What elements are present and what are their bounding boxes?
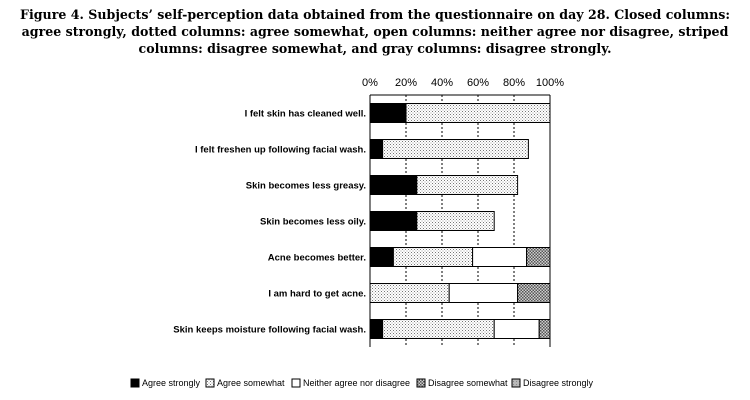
category-label: I am hard to get acne. <box>268 289 366 300</box>
bar-segment <box>369 319 384 339</box>
bar-segment <box>526 247 551 267</box>
category-labels: I felt skin has cleaned well. I felt fres… <box>173 109 366 336</box>
bars-layer <box>369 103 551 339</box>
x-tick-label: 100% <box>536 77 564 89</box>
bar-segment <box>472 247 528 267</box>
x-axis: 0% 20% 40% 60% 80% 100% <box>362 77 564 89</box>
legend-item: Agree strongly <box>130 378 201 388</box>
bar-segment <box>416 175 519 195</box>
x-tick-label: 80% <box>503 77 525 89</box>
category-label: Skin keeps moisture following facial was… <box>173 325 366 336</box>
legend-swatch <box>416 378 426 388</box>
legend-label: Agree strongly <box>142 378 201 388</box>
bar-segment <box>369 283 450 303</box>
bar-segment <box>448 283 519 303</box>
legend-label: Disagree strongly <box>523 378 594 388</box>
bar-segment <box>369 247 394 267</box>
legend-item: Neither agree nor disagree <box>291 378 410 388</box>
bar-segment <box>538 319 551 339</box>
bar-segment <box>369 175 418 195</box>
bar-segment <box>493 319 540 339</box>
legend-swatch <box>205 378 215 388</box>
category-label: Acne becomes better. <box>268 253 366 264</box>
x-tick-label: 20% <box>395 77 417 89</box>
bar-segment <box>416 211 495 231</box>
legend-item: Disagree somewhat <box>416 378 508 388</box>
figure-caption: Figure 4. Subjects’ self-perception data… <box>20 7 730 56</box>
legend: Agree strongly Agree somewhat Neither agre… <box>130 378 594 388</box>
legend-item: Agree somewhat <box>205 378 285 388</box>
bar-segment <box>382 319 495 339</box>
legend-swatch <box>291 378 301 388</box>
legend-item: Disagree strongly <box>511 378 594 388</box>
category-label: Skin becomes less greasy. <box>246 181 366 192</box>
bar-segment <box>369 139 384 159</box>
x-tick-label: 40% <box>431 77 453 89</box>
bar-segment <box>369 103 407 123</box>
category-label: I felt freshen up following facial wash. <box>195 145 366 156</box>
bar-segment <box>392 247 474 267</box>
bar-segment <box>382 139 529 159</box>
legend-label: Neither agree nor disagree <box>303 378 410 388</box>
bar-segment <box>517 283 551 303</box>
x-tick-label: 60% <box>467 77 489 89</box>
bar-segment <box>369 211 418 231</box>
bar-segment <box>405 103 551 123</box>
x-tick-label: 0% <box>362 77 378 89</box>
legend-label: Agree somewhat <box>217 378 285 388</box>
legend-swatch <box>130 378 140 388</box>
category-label: I felt skin has cleaned well. <box>245 109 366 120</box>
legend-swatch <box>511 378 521 388</box>
legend-label: Disagree somewhat <box>428 378 508 388</box>
category-label: Skin becomes less oily. <box>260 217 366 228</box>
